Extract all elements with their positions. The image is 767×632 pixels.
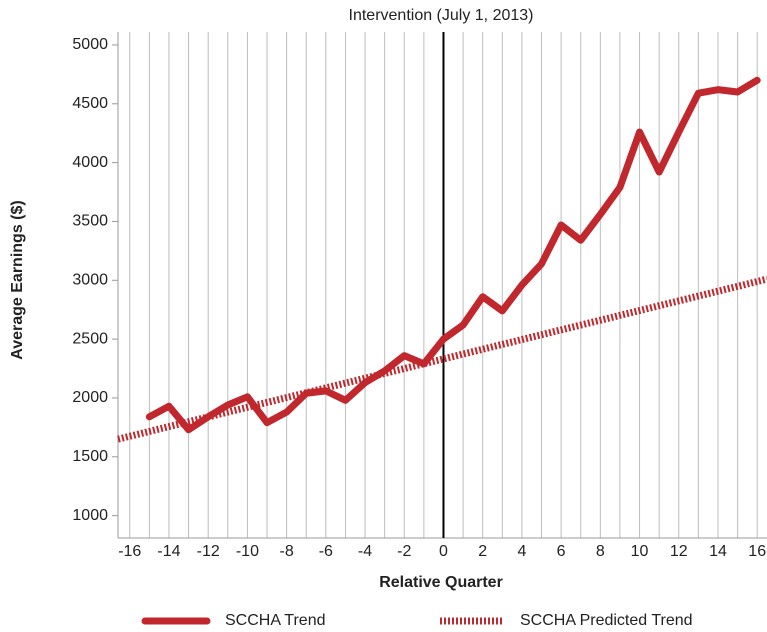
y-tick-label: 3000	[72, 272, 108, 289]
x-tick-label: -2	[397, 543, 411, 560]
chart-subtitle: Intervention (July 1, 2013)	[349, 7, 534, 24]
y-tick-label: 4500	[72, 95, 108, 112]
series-line	[145, 76, 761, 434]
y-axis-label: Average Earnings ($)	[9, 200, 26, 359]
x-tick-label: -10	[236, 543, 259, 560]
x-tick-label: 0	[439, 543, 448, 560]
x-tick-label: -14	[157, 543, 180, 560]
x-tick-label: -12	[197, 543, 220, 560]
x-tick-label: 14	[709, 543, 727, 560]
y-tick-label: 4000	[72, 154, 108, 171]
x-tick-label: 6	[557, 543, 566, 560]
y-tick-label: 3500	[72, 213, 108, 230]
x-axis-label: Relative Quarter	[379, 574, 503, 591]
x-tick-label: 4	[517, 543, 526, 560]
x-tick-label: -6	[319, 543, 333, 560]
series-line	[117, 275, 767, 443]
legend-label: SCCHA Trend	[225, 612, 325, 629]
legend-label: SCCHA Predicted Trend	[520, 612, 693, 629]
y-tick-label: 2000	[72, 389, 108, 406]
x-tick-label: -4	[358, 543, 372, 560]
x-tick-label: 2	[478, 543, 487, 560]
y-tick-label: 1500	[72, 448, 108, 465]
x-tick-label: 10	[631, 543, 649, 560]
y-tick-label: 1000	[72, 507, 108, 524]
x-tick-label: -8	[280, 543, 294, 560]
y-tick-label: 5000	[72, 36, 108, 53]
y-tick-label: 2500	[72, 330, 108, 347]
x-tick-label: 8	[596, 543, 605, 560]
x-tick-label: -16	[118, 543, 141, 560]
x-tick-label: 16	[748, 543, 766, 560]
x-tick-label: 12	[670, 543, 688, 560]
